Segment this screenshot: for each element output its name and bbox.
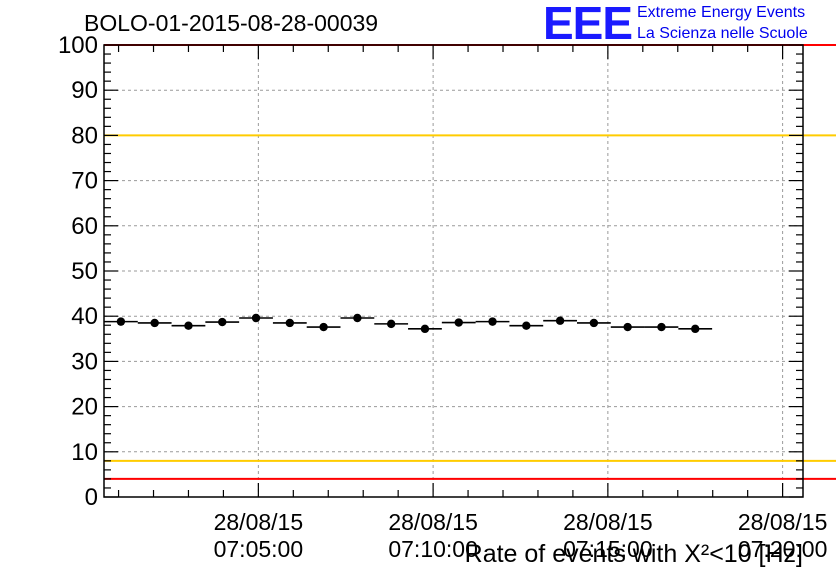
x-tick-label-date: 28/08/15 — [563, 509, 653, 535]
y-tick-label: 50 — [71, 258, 98, 285]
data-point — [184, 321, 193, 330]
x-tick-label-date: 28/08/15 — [738, 509, 828, 535]
data-point — [150, 318, 159, 328]
reference-lines — [104, 44, 836, 480]
data-point — [116, 317, 126, 326]
x-tick-label-date: 28/08/15 — [388, 509, 478, 535]
x-tick-label-date: 28/08/15 — [214, 509, 304, 535]
data-point — [353, 313, 362, 323]
y-tick-label: 10 — [71, 439, 98, 466]
data-point — [691, 324, 700, 334]
y-tick-label: 100 — [58, 32, 98, 59]
x-tick-label-time: 07:05:00 — [214, 536, 304, 562]
y-tick-label: 30 — [71, 348, 98, 375]
y-tick-label: 40 — [71, 303, 98, 330]
logo-line-1: Extreme Energy Events — [637, 4, 806, 21]
data-point — [420, 324, 430, 334]
eee-logo: EEE — [543, 0, 633, 49]
data-point — [251, 313, 261, 323]
data-point — [589, 318, 599, 328]
y-tick-label: 60 — [71, 213, 98, 240]
x-axis: 28/08/1507:05:0028/08/1507:10:0028/08/15… — [117, 45, 828, 562]
y-tick-label: 80 — [71, 122, 98, 149]
data-point — [522, 321, 531, 330]
y-tick-label: 90 — [71, 77, 98, 104]
data-point — [218, 317, 227, 327]
chart-title: BOLO-01-2015-08-28-00039 — [84, 10, 379, 36]
y-tick-label: 0 — [85, 484, 98, 511]
data-point — [386, 319, 396, 329]
data-point — [555, 316, 565, 325]
data-point — [285, 318, 295, 328]
grid-lines — [104, 45, 803, 497]
data-points — [104, 313, 713, 334]
logo-line-2: La Scienza nelle Scuole — [637, 25, 808, 42]
data-point — [319, 322, 328, 332]
x-tick-label-time: 07:10:00 — [388, 536, 478, 562]
x-tick-label-time: 07:20:00 — [738, 536, 828, 562]
data-point — [454, 318, 463, 327]
data-point — [623, 322, 632, 332]
y-axis: 0 10 20 30 40 50 60 70 80 90 100 — [58, 32, 803, 511]
x-axis-label: Rate of events with X²<10 [Hz] — [465, 540, 803, 568]
data-point — [657, 322, 666, 332]
x-tick-label-time: 07:15:00 — [563, 536, 653, 562]
data-point — [488, 317, 497, 326]
y-tick-label: 20 — [71, 394, 98, 421]
y-tick-label: 70 — [71, 168, 98, 195]
